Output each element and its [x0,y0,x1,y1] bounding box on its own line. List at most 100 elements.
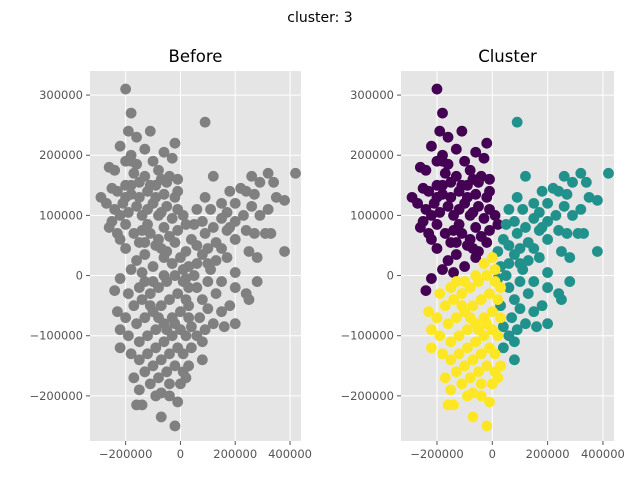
scatter-point [139,249,151,260]
scatter-point [420,285,432,296]
scatter-point [520,170,531,182]
scatter-point [492,372,504,384]
scatter-point [177,276,189,287]
scatter-point [414,222,426,233]
scatter-point [489,209,501,221]
scatter-point [144,378,156,390]
scatter-point [136,294,148,306]
scatter-point [520,222,531,233]
scatter-point [503,203,515,215]
scatter-point [461,191,473,203]
scatter-point [470,336,482,348]
scatter-point [495,312,506,324]
scatter-point [150,324,162,336]
scatter-point [202,258,214,269]
scatter-point [437,107,448,119]
scatter-point [459,276,471,287]
scatter-point [240,288,252,300]
scatter-point [553,288,565,300]
scatter-point [583,191,595,203]
scatter-point [484,185,495,197]
scatter-point [467,300,479,312]
scatter-point [517,203,529,215]
scatter-point [164,390,175,402]
scatter-point [450,237,462,248]
scatter-point [158,146,170,158]
scatter-point [196,336,208,348]
scatter-point [514,276,526,287]
scatter-point [528,243,540,254]
scatter-point [136,225,148,236]
scatter-point [503,282,515,293]
scatter-point [221,252,233,263]
scatter-point [254,176,266,188]
scatter-point [426,234,437,245]
x-tick-label: 400000 [268,447,312,461]
scatter-point [144,125,156,137]
scatter-point [450,143,462,155]
scatter-point [240,185,252,197]
scatter-point [133,191,145,203]
scatter-point [489,264,501,275]
scatter-point [216,306,227,318]
scatter-point [592,194,603,206]
scatter-point [503,240,515,251]
scatter-point [456,288,468,300]
scatter-point [575,203,587,215]
scatter-point [169,270,181,281]
scatter-point [229,282,241,293]
scatter-point [109,285,121,296]
scatter-point [246,200,258,212]
scatter-point [445,336,457,348]
scatter-point [103,222,115,233]
scatter-point [473,324,484,336]
y-tick-label: 100000 [350,208,394,222]
scatter-point [166,152,178,164]
scatter-point [426,140,437,152]
scatter-point [238,209,249,221]
scatter-point [439,300,451,312]
y-tick-label: 0 [76,269,83,283]
scatter-point [112,306,123,318]
scatter-point [450,276,462,287]
scatter-point [114,140,126,152]
scatter-point [240,225,252,236]
scatter-point [561,228,573,239]
scatter-point [128,372,140,384]
scatter-point [456,125,468,137]
scatter-point [166,212,178,224]
scatter-point [528,197,540,209]
scatter-point [279,246,290,257]
scatter-point [567,209,578,221]
scatter-point [475,390,487,402]
scatter-point [533,252,545,263]
scatter-point [199,191,211,203]
scatter-point [155,387,167,399]
scatter-point [136,267,148,278]
scatter-point [177,348,189,360]
scatter-point [426,324,437,336]
scatter-point [484,288,495,300]
scatter-point [142,330,153,342]
scatter-point [153,312,164,324]
scatter-point [437,264,448,275]
y-tick-label: 300000 [350,88,394,102]
y-tick-label: 100000 [39,208,83,222]
scatter-point [445,176,457,188]
scatter-point [216,197,227,209]
scatter-point [131,255,142,266]
x-tick-label: −200000 [99,447,153,461]
scatter-point [216,212,227,224]
y-tick-label: −100000 [29,329,83,343]
scatter-point [556,246,567,257]
scatter-point [196,354,208,366]
scatter-point [180,372,192,384]
scatter-point [125,348,137,360]
scatter-point [207,222,219,233]
scatter-point [155,206,167,218]
scatter-point [196,294,208,306]
y-tick-label: 200000 [350,148,394,162]
scatter-point [177,264,189,275]
scatter-point [161,366,173,378]
